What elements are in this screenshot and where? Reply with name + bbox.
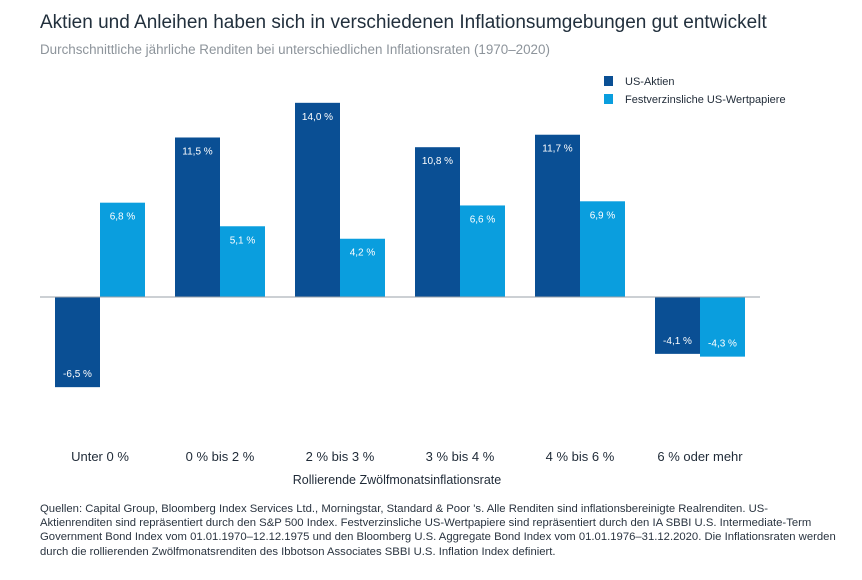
data-label: 4,2 %	[350, 248, 376, 259]
category-label: Unter 0 %	[71, 449, 129, 464]
x-axis-title: Rollierende Zwölfmonatsinflationsrate	[293, 473, 501, 487]
bar-us-aktien-3	[415, 147, 460, 297]
data-label: -6,5 %	[63, 369, 92, 380]
bar-festverzinsliche-5	[700, 297, 745, 357]
category-label: 2 % bis 3 %	[306, 449, 375, 464]
category-label: 6 % oder mehr	[657, 449, 743, 464]
data-label: 11,7 %	[542, 144, 572, 155]
bar-us-aktien-4	[535, 134, 580, 297]
data-label: 10,8 %	[422, 156, 453, 167]
bar-us-aktien-0	[55, 297, 100, 388]
legend-label: US-Aktien	[625, 76, 675, 88]
data-label: -4,1 %	[663, 336, 692, 347]
bar-festverzinsliche-2	[340, 238, 385, 297]
bar-us-aktien-5	[655, 297, 700, 354]
data-label: -4,3 %	[708, 339, 737, 350]
bar-festverzinsliche-0	[100, 202, 145, 297]
category-label: 4 % bis 6 %	[546, 449, 615, 464]
bar-chart: -6,5 % 6,8 % Unter 0 % 11,5 % 5,1 % 0 % bis 2…	[40, 76, 786, 487]
chart-subtitle: Durchschnittliche jährliche Renditen bei…	[40, 42, 550, 57]
legend-swatch	[604, 94, 613, 104]
data-label: 14,0 %	[302, 112, 333, 123]
data-label: 6,8 %	[110, 212, 136, 223]
category-label: 0 % bis 2 %	[186, 449, 255, 464]
data-label: 6,9 %	[590, 210, 616, 221]
legend-label: Festverzinsliche US-Wertpapiere	[625, 94, 786, 106]
category-label: 3 % bis 4 %	[426, 449, 495, 464]
bar-festverzinsliche-3	[460, 205, 505, 297]
data-label: 5,1 %	[230, 235, 256, 246]
data-label: 11,5 %	[182, 146, 212, 157]
legend-swatch	[604, 76, 613, 86]
bar-festverzinsliche-4	[580, 201, 625, 297]
source-footnote: Quellen: Capital Group, Bloomberg Index …	[40, 503, 836, 558]
chart-title: Aktien und Anleihen haben sich in versch…	[40, 12, 767, 33]
bar-us-aktien-2	[295, 102, 340, 297]
bar-festverzinsliche-1	[220, 226, 265, 297]
data-label: 6,6 %	[470, 214, 496, 225]
bar-us-aktien-1	[175, 137, 220, 297]
